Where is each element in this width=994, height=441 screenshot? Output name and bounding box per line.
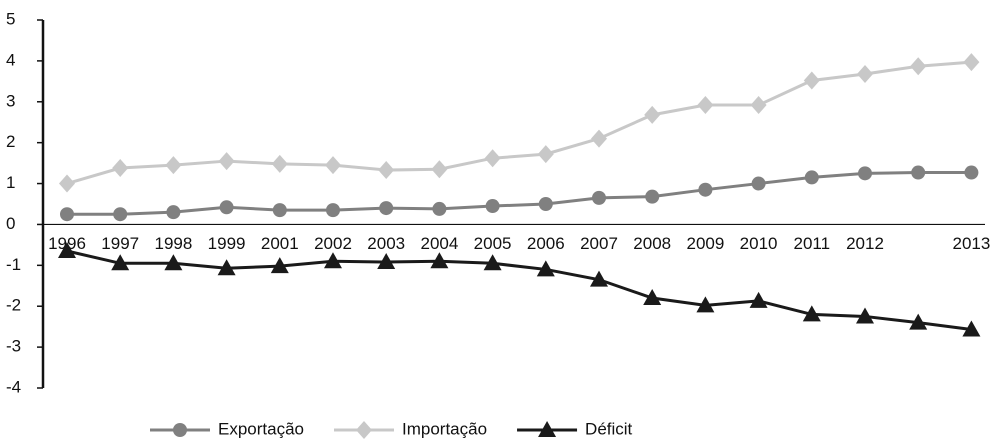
point <box>219 200 234 215</box>
point <box>538 197 553 211</box>
x-tick-label: 2008 <box>633 234 671 253</box>
x-tick-label: 2011 <box>794 234 831 253</box>
legend-label: Déficit <box>585 419 633 438</box>
legend-label: Exportação <box>218 419 304 438</box>
point <box>964 165 979 180</box>
point <box>802 305 821 322</box>
point <box>644 105 661 124</box>
point <box>166 205 181 220</box>
point <box>218 152 235 171</box>
point <box>591 129 607 148</box>
point <box>857 64 873 83</box>
y-tick-label: -2 <box>6 296 21 315</box>
point <box>111 254 130 271</box>
point <box>483 254 502 271</box>
point <box>537 145 554 164</box>
legend-marker <box>356 421 372 439</box>
point <box>378 161 395 180</box>
point <box>698 182 713 197</box>
point <box>485 199 500 214</box>
x-tick-label: 2007 <box>580 234 618 253</box>
y-tick-label: 3 <box>6 91 15 110</box>
series-line <box>67 171 972 216</box>
point <box>590 270 608 287</box>
point <box>270 257 289 274</box>
point <box>432 201 447 216</box>
legend-marker <box>173 423 187 437</box>
x-tick-label: 1998 <box>154 234 192 253</box>
y-tick-label: 0 <box>6 214 15 233</box>
point <box>643 289 662 306</box>
point <box>909 313 928 330</box>
x-tick-label: 2006 <box>527 234 565 253</box>
x-tick-label: 2004 <box>420 234 458 253</box>
point <box>379 201 394 216</box>
point <box>910 57 927 76</box>
point <box>59 174 75 193</box>
legend-item: Importação <box>334 419 487 439</box>
series-line <box>66 249 972 332</box>
x-tick-label: 2005 <box>474 234 512 253</box>
point <box>113 207 128 222</box>
y-tick-label: 2 <box>6 132 15 151</box>
point <box>803 71 820 90</box>
point <box>165 156 182 175</box>
point <box>325 156 341 175</box>
legend-item: Déficit <box>517 419 633 438</box>
point <box>430 252 449 269</box>
x-tick-label: 2003 <box>367 234 405 253</box>
legend-item: Exportação <box>150 419 304 438</box>
point <box>751 176 766 191</box>
x-tick-label: 1999 <box>208 234 246 253</box>
y-tick-label: -1 <box>6 255 21 274</box>
point <box>749 291 768 308</box>
point <box>645 189 660 204</box>
point <box>112 159 129 178</box>
point <box>326 203 340 218</box>
x-tick-label: 2012 <box>846 234 884 253</box>
y-tick-label: -3 <box>6 337 21 356</box>
point <box>431 160 448 179</box>
x-tick-label: 1997 <box>101 234 139 253</box>
point <box>858 166 872 181</box>
point <box>58 242 76 259</box>
point <box>911 165 926 180</box>
point <box>750 96 767 115</box>
point <box>377 253 396 270</box>
point <box>271 154 288 173</box>
point <box>484 149 501 168</box>
legend-marker <box>538 421 557 437</box>
point <box>697 96 714 115</box>
x-tick-label: 2002 <box>314 234 352 253</box>
point <box>804 170 819 185</box>
y-tick-label: 5 <box>6 9 15 28</box>
point <box>324 252 342 269</box>
point <box>60 207 74 222</box>
x-tick-label: 2013 <box>952 234 990 253</box>
x-tick-label: 2001 <box>261 234 299 253</box>
x-tick-label: 2009 <box>686 234 724 253</box>
point <box>272 203 287 218</box>
y-tick-label: -4 <box>6 377 21 396</box>
point <box>164 254 183 271</box>
point <box>536 260 555 277</box>
point <box>856 307 874 324</box>
series-line <box>66 60 972 185</box>
legend-label: Importação <box>402 419 487 438</box>
point <box>962 320 981 337</box>
point <box>217 259 236 276</box>
x-tick-label: 2010 <box>740 234 778 253</box>
y-tick-label: 1 <box>6 173 15 192</box>
y-tick-label: 4 <box>6 50 15 69</box>
point <box>592 190 606 205</box>
point <box>696 296 715 313</box>
point <box>963 53 980 72</box>
